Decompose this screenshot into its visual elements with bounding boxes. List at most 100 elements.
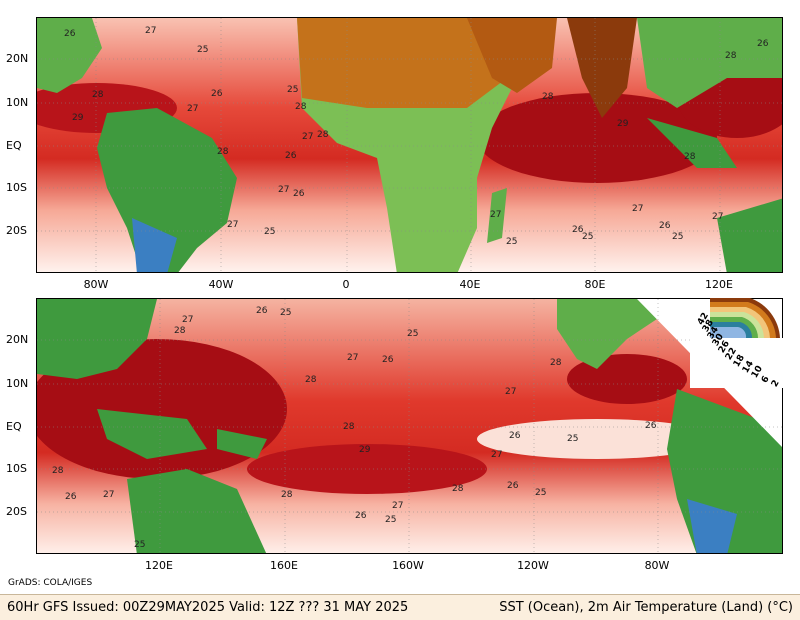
contour-label: 28 [343,422,355,432]
grid-lines [37,299,782,553]
contour-label: 27 [505,387,517,397]
footer-bar: 60Hr GFS Issued: 00Z29MAY2025 Valid: 12Z… [0,594,800,620]
credit-text: GrADS: COLA/IGES [8,578,93,588]
contour-label: 27 [392,501,404,511]
contour-label: 27 [187,104,199,114]
madagascar-land [487,188,507,243]
indonesia-islands [647,118,737,168]
top-map-image [37,18,782,272]
contour-label: 25 [287,85,299,95]
contour-label: 29 [359,445,371,455]
contour-label: 27 [145,26,157,36]
contour-label: 25 [407,329,419,339]
southeast-asia-land [637,18,782,108]
contour-label: 28 [52,466,64,476]
indian-ocean-warm-pool [477,93,717,183]
top-y-label: 10S [6,181,27,194]
contour-label: 25 [280,308,292,318]
contour-label: 29 [617,119,629,129]
central-america-land [557,299,657,369]
contour-label: 29 [72,113,84,123]
contour-label: 28 [217,147,229,157]
cold-tongue [477,419,717,459]
contour-label: 28 [92,90,104,100]
contour-label: 26 [211,89,223,99]
top-x-label: 40E [459,278,481,291]
top-x-label: 120E [705,278,733,291]
contour-label: 26 [64,29,76,39]
contour-label: 26 [572,225,584,235]
indonesia-islands [97,409,207,459]
contour-label: 26 [293,189,305,199]
bottom-y-label: 20N [6,333,29,346]
bottom-x-label: 120W [517,559,549,572]
contour-label: 27 [227,220,239,230]
contour-label: 25 [197,45,209,55]
andes-cold-region [132,218,177,272]
contour-label: 27 [712,212,724,222]
contour-label: 27 [632,204,644,214]
contour-label: 28 [725,51,737,61]
forecast-valid-text: 60Hr GFS Issued: 00Z29MAY2025 Valid: 12Z… [7,600,409,615]
contour-label: 25 [535,488,547,498]
contour-label: 27 [182,315,194,325]
top-y-label: 20N [6,52,29,65]
bottom-y-label: 10N [6,377,29,390]
bottom-y-label: EQ [6,420,22,433]
contour-label: 26 [509,431,521,441]
contour-label: 26 [355,511,367,521]
new-guinea-land [217,429,267,459]
top-x-label: 0 [342,278,350,291]
top-y-label: 20S [6,224,27,237]
contour-label: 25 [582,232,594,242]
contour-label: 26 [382,355,394,365]
bottom-x-label: 160E [270,559,298,572]
contour-label: 28 [684,152,696,162]
contour-label: 26 [507,481,519,491]
australia-land [127,469,267,553]
contour-label: 28 [452,484,464,494]
contour-label: 25 [134,540,146,550]
contour-label: 26 [285,151,297,161]
contour-label: 26 [659,221,671,231]
bottom-map-panel: 26 25 28 27 28 26 25 27 28 29 26 25 28 2… [36,298,783,554]
spcz-warm-band [247,444,487,494]
southeast-asia-land [37,299,157,379]
top-map-panel: 26 27 25 28 29 28 27 25 26 27 28 26 27 2… [36,17,783,273]
bottom-x-label: 120E [145,559,173,572]
contour-label: 28 [281,490,293,500]
contour-label: 27 [491,450,503,460]
contour-label: 26 [645,421,657,431]
contour-label: 25 [672,232,684,242]
contour-label: 25 [567,434,579,444]
contour-label: 27 [103,490,115,500]
india-land [567,18,637,118]
contour-label: 26 [65,492,77,502]
top-x-label: 40W [208,278,234,291]
contour-label: 28 [317,130,329,140]
contour-label: 27 [278,185,290,195]
bottom-map-image [37,299,782,553]
top-x-label: 80E [584,278,606,291]
contour-label: 26 [757,39,769,49]
bottom-y-label: 10S [6,462,27,475]
contour-label: 25 [264,227,276,237]
contour-label: 28 [295,102,307,112]
sahara-desert [297,18,507,108]
andes-cold-region [687,499,737,553]
top-y-label: 10N [6,96,29,109]
bottom-x-label: 80W [644,559,670,572]
arabia-desert [467,18,557,93]
contour-label: 28 [550,358,562,368]
field-description-text: SST (Ocean), 2m Air Temperature (Land) (… [499,600,793,615]
color-legend: 42 38 34 30 26 22 18 14 10 6 2 [690,298,785,389]
central-america-land [37,18,102,93]
contour-label: 25 [506,237,518,247]
contour-label: 28 [174,326,186,336]
australia-land [717,198,782,272]
contour-label: 27 [490,210,502,220]
contour-label: 27 [347,353,359,363]
contour-label: 26 [256,306,268,316]
bottom-x-label: 160W [392,559,424,572]
bottom-y-label: 20S [6,505,27,518]
